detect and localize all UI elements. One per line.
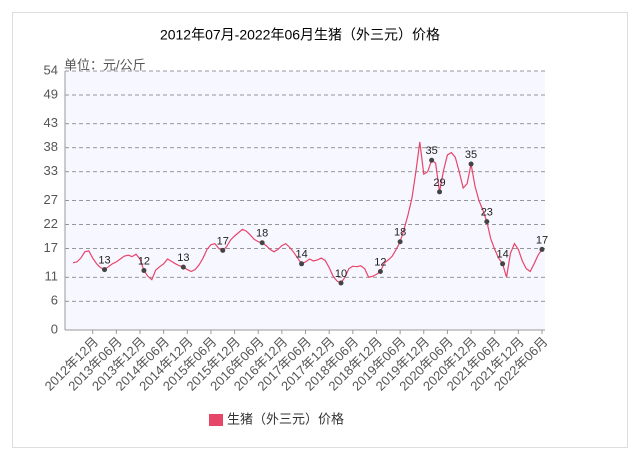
data-label: 18 [256, 228, 268, 240]
legend-label: 生猪（外三元）价格 [227, 411, 344, 426]
data-point [539, 246, 545, 252]
data-label: 13 [98, 254, 110, 266]
data-label: 14 [496, 249, 508, 261]
data-point [180, 264, 186, 270]
data-label: 17 [217, 235, 229, 247]
chart-title: 2012年07月-2022年06月生猪（外三元）价格 [160, 27, 440, 43]
y-axis-label: 单位：元/公斤 [64, 57, 146, 72]
data-point [500, 261, 506, 267]
data-label: 17 [536, 234, 548, 246]
data-label: 14 [295, 249, 307, 261]
data-label: 35 [465, 149, 477, 161]
data-point [141, 268, 147, 274]
data-label: 12 [138, 255, 150, 267]
legend-swatch [209, 414, 223, 426]
data-point [338, 280, 344, 286]
data-label: 35 [426, 145, 438, 157]
y-tick-label: 22 [44, 216, 58, 231]
data-label: 10 [335, 268, 347, 280]
data-label: 13 [177, 252, 189, 264]
data-label: 29 [433, 177, 445, 189]
data-label: 18 [394, 227, 406, 239]
data-label: 23 [481, 207, 493, 219]
y-tick-label: 11 [45, 269, 59, 284]
data-point [102, 267, 108, 273]
y-tick-label: 49 [44, 86, 58, 101]
y-tick-label: 54 [44, 62, 58, 77]
data-label: 12 [374, 256, 386, 268]
data-point [259, 240, 265, 246]
series-line [72, 141, 543, 284]
y-tick-label: 0 [51, 321, 58, 336]
data-point [468, 161, 474, 167]
y-tick-label: 38 [44, 139, 58, 154]
data-point [397, 239, 403, 245]
data-point [377, 268, 383, 274]
data-point [429, 157, 435, 163]
y-tick-label: 6 [51, 293, 58, 308]
data-point [484, 219, 490, 225]
y-tick-label: 27 [44, 192, 58, 207]
y-tick-label: 17 [44, 240, 58, 255]
data-point [437, 189, 443, 195]
y-tick-label: 33 [44, 163, 58, 178]
data-point [299, 261, 305, 267]
y-tick-label: 43 [44, 115, 58, 130]
data-point [220, 247, 226, 253]
